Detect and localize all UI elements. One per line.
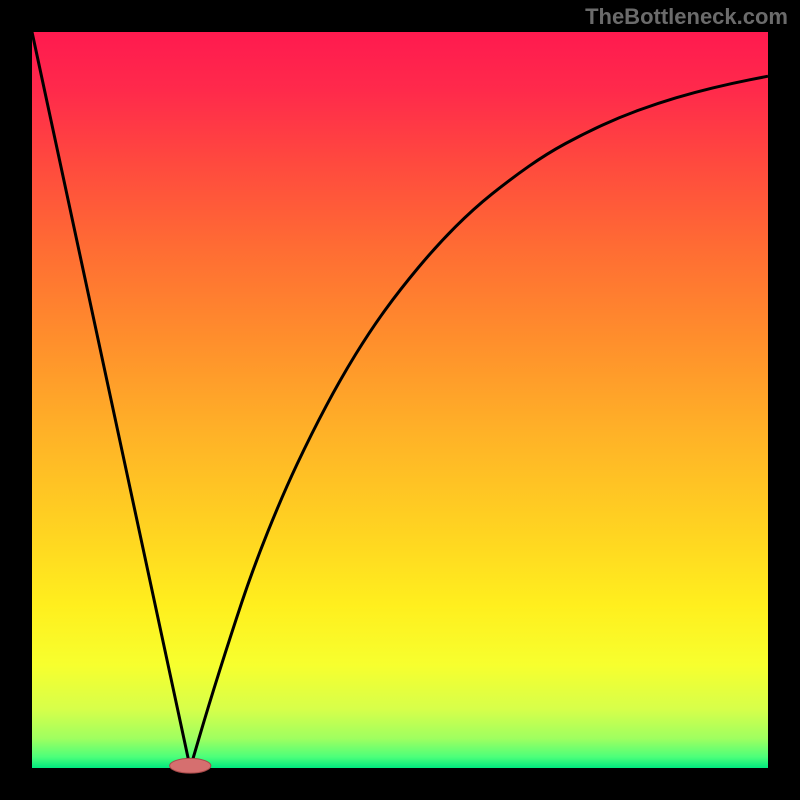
watermark-text: TheBottleneck.com — [585, 4, 788, 30]
optimum-marker — [170, 758, 211, 773]
bottleneck-chart — [0, 0, 800, 800]
plot-background — [32, 32, 768, 768]
